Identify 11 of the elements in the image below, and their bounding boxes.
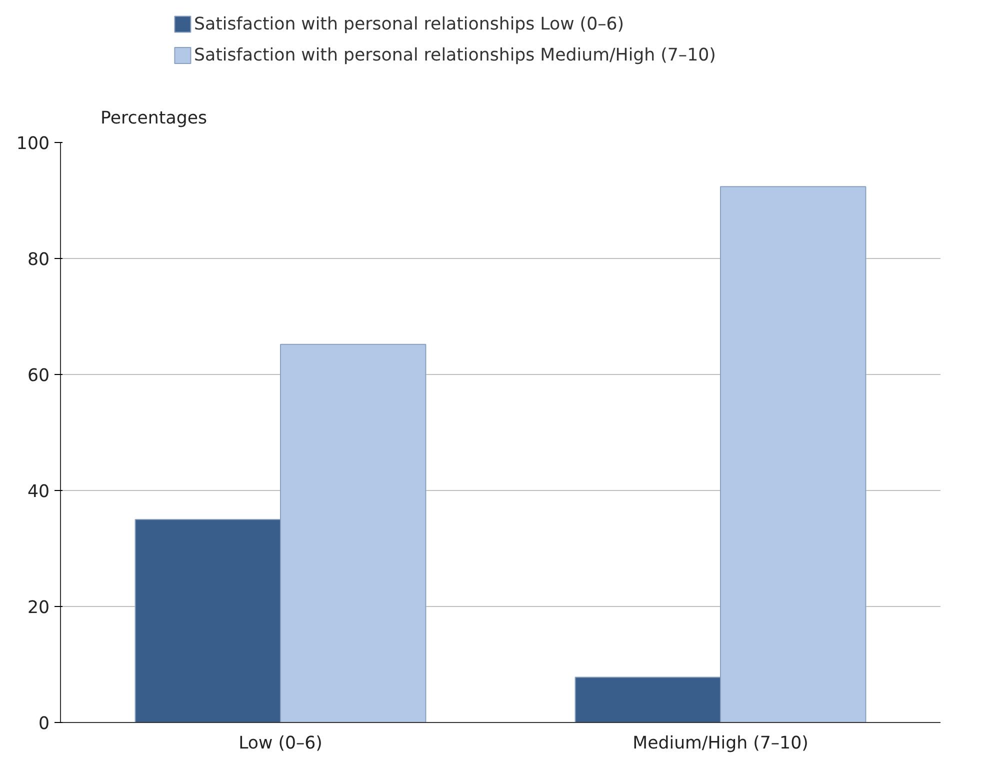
- y-tick-label: 60: [27, 366, 50, 386]
- y-tick-label: 100: [16, 134, 50, 154]
- x-tick-label: Low (0–6): [238, 734, 322, 754]
- y-tick-label: 80: [27, 250, 50, 270]
- x-tick-label: Medium/High (7–10): [632, 734, 808, 754]
- y-tick-label: 0: [38, 714, 50, 734]
- legend-label: Satisfaction with personal relationships Low (0–6): [194, 14, 624, 34]
- y-axis-title: Percentages: [100, 108, 208, 128]
- legend-label: Satisfaction with personal relationships Medium/High (7–10): [194, 46, 716, 66]
- y-tick-label: 20: [27, 598, 50, 618]
- y-tick-label: 40: [27, 482, 50, 502]
